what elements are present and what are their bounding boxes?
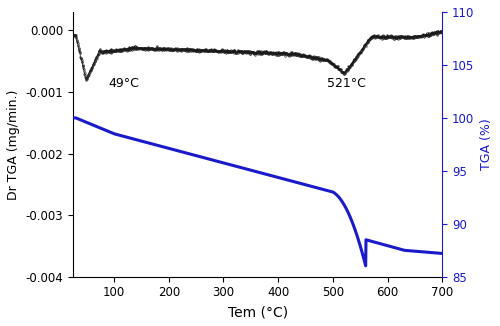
Y-axis label: Dr TGA (mg/min.): Dr TGA (mg/min.) [7,89,20,200]
Y-axis label: TGA (%): TGA (%) [480,118,493,170]
Text: 521°C: 521°C [328,77,366,90]
X-axis label: Tem (°C): Tem (°C) [228,305,288,319]
Text: 49°C: 49°C [108,77,140,90]
